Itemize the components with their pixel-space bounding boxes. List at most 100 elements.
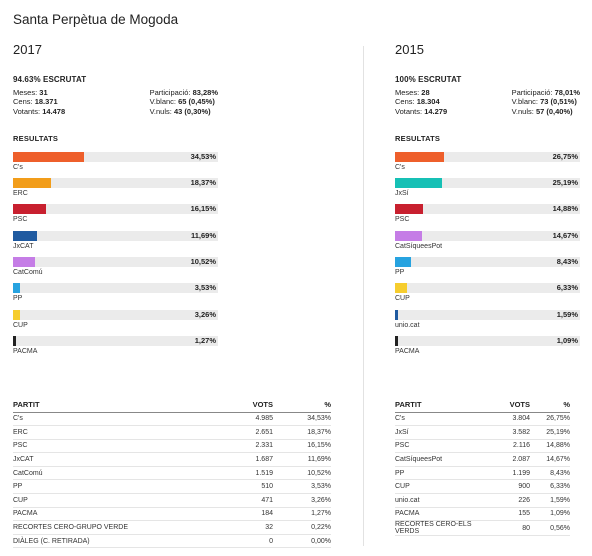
bar-track <box>13 230 218 241</box>
cell-pct: 25,19% <box>530 425 570 440</box>
cell-votes: 1.519 <box>215 466 273 481</box>
bar-fill <box>13 283 21 294</box>
cell-votes: 32 <box>215 520 273 535</box>
table-header-row: PARTIT VOTS % <box>395 399 570 413</box>
table-row: PP 510 3,53% <box>13 479 331 495</box>
stat-meses: Meses: 31 <box>13 88 48 97</box>
stat-vblanc: V.blanc: 73 (0,51%) <box>511 97 577 107</box>
election-year: 2015 <box>395 42 424 57</box>
stat-meses: Meses: 28 <box>395 88 430 97</box>
cell-votes: 4.985 <box>215 412 273 427</box>
cell-pct: 1,59% <box>530 493 570 508</box>
bar-track <box>13 309 218 320</box>
bar-row: 14,67% CatSíqueesPot <box>395 230 580 257</box>
cell-pct: 0,22% <box>273 520 331 535</box>
bar-fill <box>13 230 37 241</box>
cell-pct: 1,27% <box>273 507 331 522</box>
cell-votes: 471 <box>215 493 273 508</box>
bar-category-label: JxSí <box>395 190 409 198</box>
bar-track <box>13 151 218 162</box>
bar-fill <box>395 335 398 346</box>
cell-party: C's <box>13 412 215 427</box>
bar-category-label: unio.cat <box>395 321 420 329</box>
cell-party: CatSíqueesPot <box>395 452 488 467</box>
cell-party: JxCAT <box>13 452 215 467</box>
bar-value-label: 11,69% <box>190 230 216 240</box>
results-heading: RESULTATS <box>13 133 59 143</box>
cell-pct: 16,15% <box>273 439 331 454</box>
cell-votes: 2.116 <box>488 439 530 454</box>
bar-row: 25,19% JxSí <box>395 178 580 204</box>
table-row: DIÀLEG (C. RETIRADA) 0 0,00% <box>13 534 331 549</box>
bar-value-label: 14,67% <box>552 230 578 240</box>
table-row: JxCAT 1.687 11,69% <box>13 452 331 467</box>
bar-value-label: 10,52% <box>190 257 216 267</box>
cell-party: PACMA <box>13 507 215 522</box>
bar-category-label: PP <box>395 269 405 277</box>
cell-party: RECORTES CERO-GRUPO VERDE <box>13 520 215 535</box>
bar-category-label: ERC <box>13 190 28 198</box>
bar-track <box>395 230 580 241</box>
bar-row: 34,53% C's <box>13 151 218 178</box>
cell-pct: 8,43% <box>530 466 570 481</box>
table-row: PACMA 155 1,09% <box>395 507 570 522</box>
stat-cens: Cens: 18.304 <box>395 97 440 107</box>
cell-votes: 1.199 <box>488 466 530 481</box>
bar-category-label: CUP <box>395 295 410 303</box>
bar-row: 8,43% PP <box>395 257 580 283</box>
cell-votes: 0 <box>215 534 273 549</box>
bar-value-label: 18,37% <box>190 178 216 188</box>
stats-left: Meses: 28 Cens: 18.304 Votants: 14.279 <box>395 88 447 116</box>
table-row: C's 3.804 26,75% <box>395 412 570 427</box>
bar-fill <box>395 178 442 189</box>
cell-party: unio.cat <box>395 493 488 508</box>
cell-votes: 2.651 <box>215 425 273 440</box>
table-row: JxSí 3.582 25,19% <box>395 425 570 440</box>
cell-votes: 510 <box>215 479 273 495</box>
cell-pct: 26,75% <box>530 412 570 427</box>
bar-fill <box>13 257 35 268</box>
bar-fill <box>395 257 411 268</box>
bar-value-label: 1,27% <box>194 335 216 345</box>
cell-votes: 3.804 <box>488 412 530 427</box>
election-2017-panel: 2017 94.63% ESCRUTAT Meses: 31 Cens: 18.… <box>13 42 218 362</box>
cell-votes: 3.582 <box>488 425 530 440</box>
bar-row: 16,15% PSC <box>13 204 218 230</box>
page-title: Santa Perpètua de Mogoda <box>13 12 179 27</box>
bar-track <box>13 178 218 189</box>
cell-pct: 10,52% <box>273 466 331 481</box>
cell-party: CatComú <box>13 466 215 481</box>
bar-value-label: 16,15% <box>190 204 216 214</box>
table-row: PSC 2.331 16,15% <box>13 439 331 454</box>
bar-value-label: 3,53% <box>194 283 216 293</box>
bar-category-label: CatSíqueesPot <box>395 242 443 250</box>
election-stats: Meses: 31 Cens: 18.371 Votants: 14.478 P… <box>13 88 218 116</box>
cell-votes: 155 <box>488 507 530 522</box>
cell-pct: 6,33% <box>530 479 570 495</box>
header-party: PARTIT <box>13 399 215 413</box>
bar-track <box>395 309 580 320</box>
cell-party: PACMA <box>395 507 488 522</box>
bar-value-label: 14,88% <box>552 204 578 214</box>
bar-row: 1,09% PACMA <box>395 335 580 362</box>
table-row: CatComú 1.519 10,52% <box>13 466 331 481</box>
bar-row: 6,33% CUP <box>395 283 580 309</box>
cell-votes: 226 <box>488 493 530 508</box>
results-table-2017: PARTIT VOTS % C's 4.985 34,53% ERC 2.651 18,3… <box>13 399 331 549</box>
bar-category-label: C's <box>13 163 23 171</box>
cell-party: PP <box>13 479 215 495</box>
cell-pct: 0,56% <box>530 520 570 537</box>
table-row: CatSíqueesPot 2.087 14,67% <box>395 452 570 467</box>
bar-track <box>395 257 580 268</box>
bar-category-label: JxCAT <box>13 242 34 250</box>
election-2015-panel: 2015 100% ESCRUTAT Meses: 28 Cens: 18.30… <box>395 42 580 362</box>
bar-category-label: PACMA <box>395 347 420 355</box>
bar-value-label: 25,19% <box>552 178 578 188</box>
cell-pct: 34,53% <box>273 412 331 427</box>
cell-pct: 18,37% <box>273 425 331 440</box>
bar-fill <box>395 230 423 241</box>
bar-row: 11,69% JxCAT <box>13 230 218 257</box>
bar-fill <box>13 151 84 162</box>
cell-party: PSC <box>13 439 215 454</box>
cell-party: RECORTES CERO-ELS VERDS <box>395 520 488 537</box>
